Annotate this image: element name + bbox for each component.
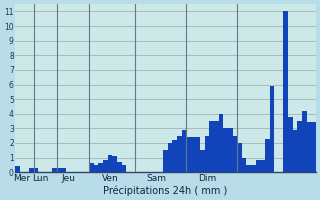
Bar bbox=[61, 168, 66, 172]
Bar bbox=[205, 136, 210, 172]
Bar bbox=[214, 121, 219, 172]
Bar bbox=[122, 165, 126, 172]
Bar bbox=[265, 139, 269, 172]
Bar bbox=[108, 155, 112, 172]
Bar bbox=[52, 168, 57, 172]
Bar bbox=[163, 150, 168, 172]
Bar bbox=[191, 137, 196, 172]
Bar bbox=[182, 130, 186, 172]
Bar bbox=[311, 122, 316, 172]
Bar bbox=[251, 165, 256, 172]
Bar bbox=[196, 137, 200, 172]
Bar bbox=[269, 86, 274, 172]
Bar bbox=[237, 143, 242, 172]
Bar bbox=[99, 163, 103, 172]
Bar bbox=[223, 128, 228, 172]
Bar bbox=[219, 114, 223, 172]
Bar bbox=[302, 111, 307, 172]
X-axis label: Précipitations 24h ( mm ): Précipitations 24h ( mm ) bbox=[103, 185, 228, 196]
Bar bbox=[112, 156, 117, 172]
Bar bbox=[210, 121, 214, 172]
Bar bbox=[177, 136, 182, 172]
Bar bbox=[297, 121, 302, 172]
Bar bbox=[34, 168, 38, 172]
Bar bbox=[256, 160, 260, 172]
Bar bbox=[284, 11, 288, 172]
Bar bbox=[172, 140, 177, 172]
Bar bbox=[260, 160, 265, 172]
Bar bbox=[168, 143, 172, 172]
Bar bbox=[186, 137, 191, 172]
Bar bbox=[228, 128, 233, 172]
Bar bbox=[94, 165, 99, 172]
Bar bbox=[57, 168, 61, 172]
Bar bbox=[103, 160, 108, 172]
Bar bbox=[233, 136, 237, 172]
Bar bbox=[200, 150, 205, 172]
Bar bbox=[15, 166, 20, 172]
Bar bbox=[307, 122, 311, 172]
Bar bbox=[89, 163, 94, 172]
Bar bbox=[242, 158, 246, 172]
Bar bbox=[288, 117, 293, 172]
Bar bbox=[293, 130, 297, 172]
Bar bbox=[246, 165, 251, 172]
Bar bbox=[29, 168, 34, 172]
Bar bbox=[117, 162, 122, 172]
